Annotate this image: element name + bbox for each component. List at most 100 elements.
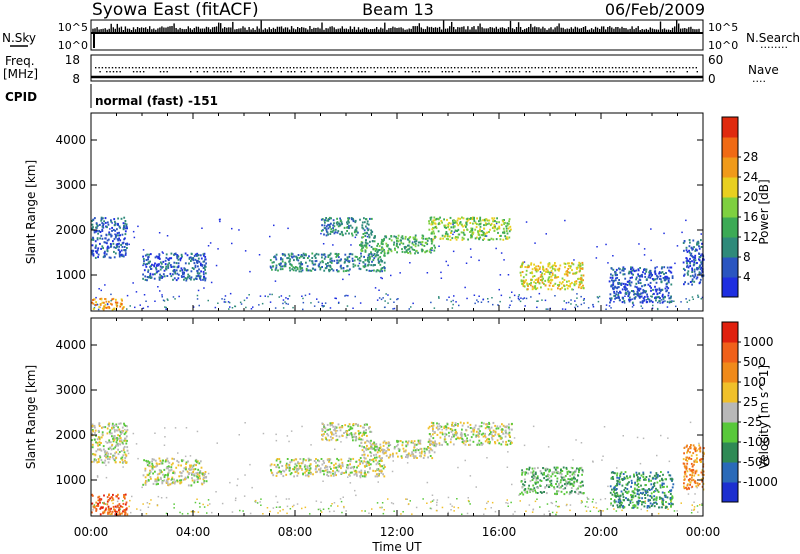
power-echo-cell — [114, 222, 117, 225]
power-echo-cell — [332, 227, 334, 230]
power-echo-cell — [110, 219, 112, 222]
power-echo-cell — [381, 243, 384, 246]
velocity-echo-cell — [366, 462, 369, 464]
power-echo-cell — [364, 232, 366, 235]
power-echo-cell — [343, 226, 346, 229]
power-speckle — [231, 307, 234, 309]
power-echo-cell — [159, 265, 162, 268]
power-echo-cell — [406, 250, 408, 253]
power-echo-cell — [491, 217, 494, 220]
velocity-echo-cell — [359, 425, 362, 428]
power-echo-cell — [645, 278, 648, 281]
velocity-echo-cell — [91, 424, 94, 427]
velocity-echo-cell — [125, 442, 128, 445]
power-speckle — [323, 305, 325, 307]
velocity-echo-cell — [505, 440, 507, 443]
freq-sample — [259, 67, 261, 69]
velocity-speckle — [93, 504, 96, 506]
velocity-echo-cell — [469, 423, 472, 426]
power-echo-cell — [126, 227, 128, 230]
power-echo-cell — [525, 279, 527, 282]
power-colorbar-tick-label: 28 — [743, 150, 758, 164]
velocity-echo-cell — [147, 460, 149, 463]
velocity-speckle — [392, 502, 395, 505]
velocity-echo-cell — [335, 466, 338, 469]
power-speckle — [292, 253, 294, 255]
power-echo-cell — [321, 218, 324, 221]
power-echo-cell — [119, 226, 121, 229]
power-echo-cell — [383, 252, 386, 255]
power-echo-cell — [661, 293, 664, 296]
velocity-echo-cell — [359, 431, 362, 434]
power-echo-cell — [667, 287, 670, 290]
velocity-echo-cell — [362, 431, 365, 434]
velocity-echo-cell — [173, 458, 175, 461]
power-echo-cell — [616, 273, 618, 276]
velocity-echo-cell — [91, 443, 94, 446]
velocity-echo-cell — [355, 473, 358, 476]
power-echo-cell — [203, 275, 205, 278]
power-echo-cell — [340, 264, 342, 267]
power-echo-cell — [695, 248, 697, 251]
velocity-speckle — [536, 498, 538, 500]
velocity-echo-cell — [333, 464, 335, 467]
power-echo-cell — [549, 282, 552, 285]
power-echo-cell — [688, 245, 691, 248]
velocity-echo-cell — [197, 476, 200, 479]
power-echo-cell — [457, 228, 460, 231]
velocity-speckle — [689, 421, 692, 424]
velocity-speckle — [595, 502, 597, 504]
freq-sample — [564, 67, 567, 69]
velocity-echo-cell — [112, 454, 115, 457]
velocity-echo-cell — [334, 428, 336, 431]
power-echo-cell — [576, 266, 579, 269]
velocity-echo-cell — [109, 432, 111, 435]
power-echo-cell — [459, 221, 462, 224]
power-echo-cell — [688, 239, 691, 241]
velocity-echo-cell — [112, 437, 115, 440]
power-echo-cell — [413, 238, 415, 241]
velocity-echo-cell — [320, 458, 323, 460]
velocity-echo-cell — [333, 466, 335, 469]
nave-sample — [636, 71, 638, 73]
power-echo-cell — [120, 217, 123, 220]
velocity-echo-cell — [397, 443, 399, 446]
power-echo-cell — [318, 263, 321, 266]
power-echo-cell — [502, 231, 504, 234]
velocity-echo-cell — [98, 499, 100, 502]
velocity-echo-cell — [329, 422, 332, 425]
power-echo-cell — [402, 237, 404, 240]
power-speckle — [157, 264, 160, 267]
power-echo-cell — [683, 274, 685, 277]
velocity-echo-cell — [121, 458, 124, 461]
velocity-speckle — [382, 512, 385, 515]
velocity-echo-cell — [109, 446, 111, 449]
freq-sample — [266, 67, 268, 69]
power-echo-cell — [347, 260, 349, 263]
power-echo-cell — [281, 260, 284, 263]
power-echo-cell — [376, 269, 379, 272]
freq-sample — [464, 67, 466, 69]
power-echo-cell — [631, 276, 633, 279]
power-echo-cell — [660, 271, 663, 274]
power-echo-cell — [122, 228, 125, 231]
power-speckle — [450, 300, 452, 303]
power-echo-cell — [97, 232, 99, 235]
power-echo-cell — [280, 257, 282, 260]
power-echo-cell — [654, 296, 657, 299]
power-echo-cell — [123, 249, 125, 252]
power-echo-cell — [164, 263, 167, 266]
power-echo-cell — [149, 277, 152, 279]
freq-sample — [591, 67, 593, 69]
velocity-echo-cell — [378, 455, 381, 458]
velocity-speckle — [236, 484, 238, 487]
power-echo-cell — [462, 237, 465, 240]
power-speckle — [172, 296, 175, 298]
power-echo-cell — [540, 286, 542, 289]
power-echo-cell — [349, 268, 351, 271]
velocity-echo-cell — [161, 482, 164, 485]
power-echo-cell — [95, 226, 97, 229]
cpid-value: normal (fast) -151 — [95, 94, 218, 108]
velocity-echo-cell — [155, 462, 158, 465]
power-echo-cell — [312, 263, 315, 266]
